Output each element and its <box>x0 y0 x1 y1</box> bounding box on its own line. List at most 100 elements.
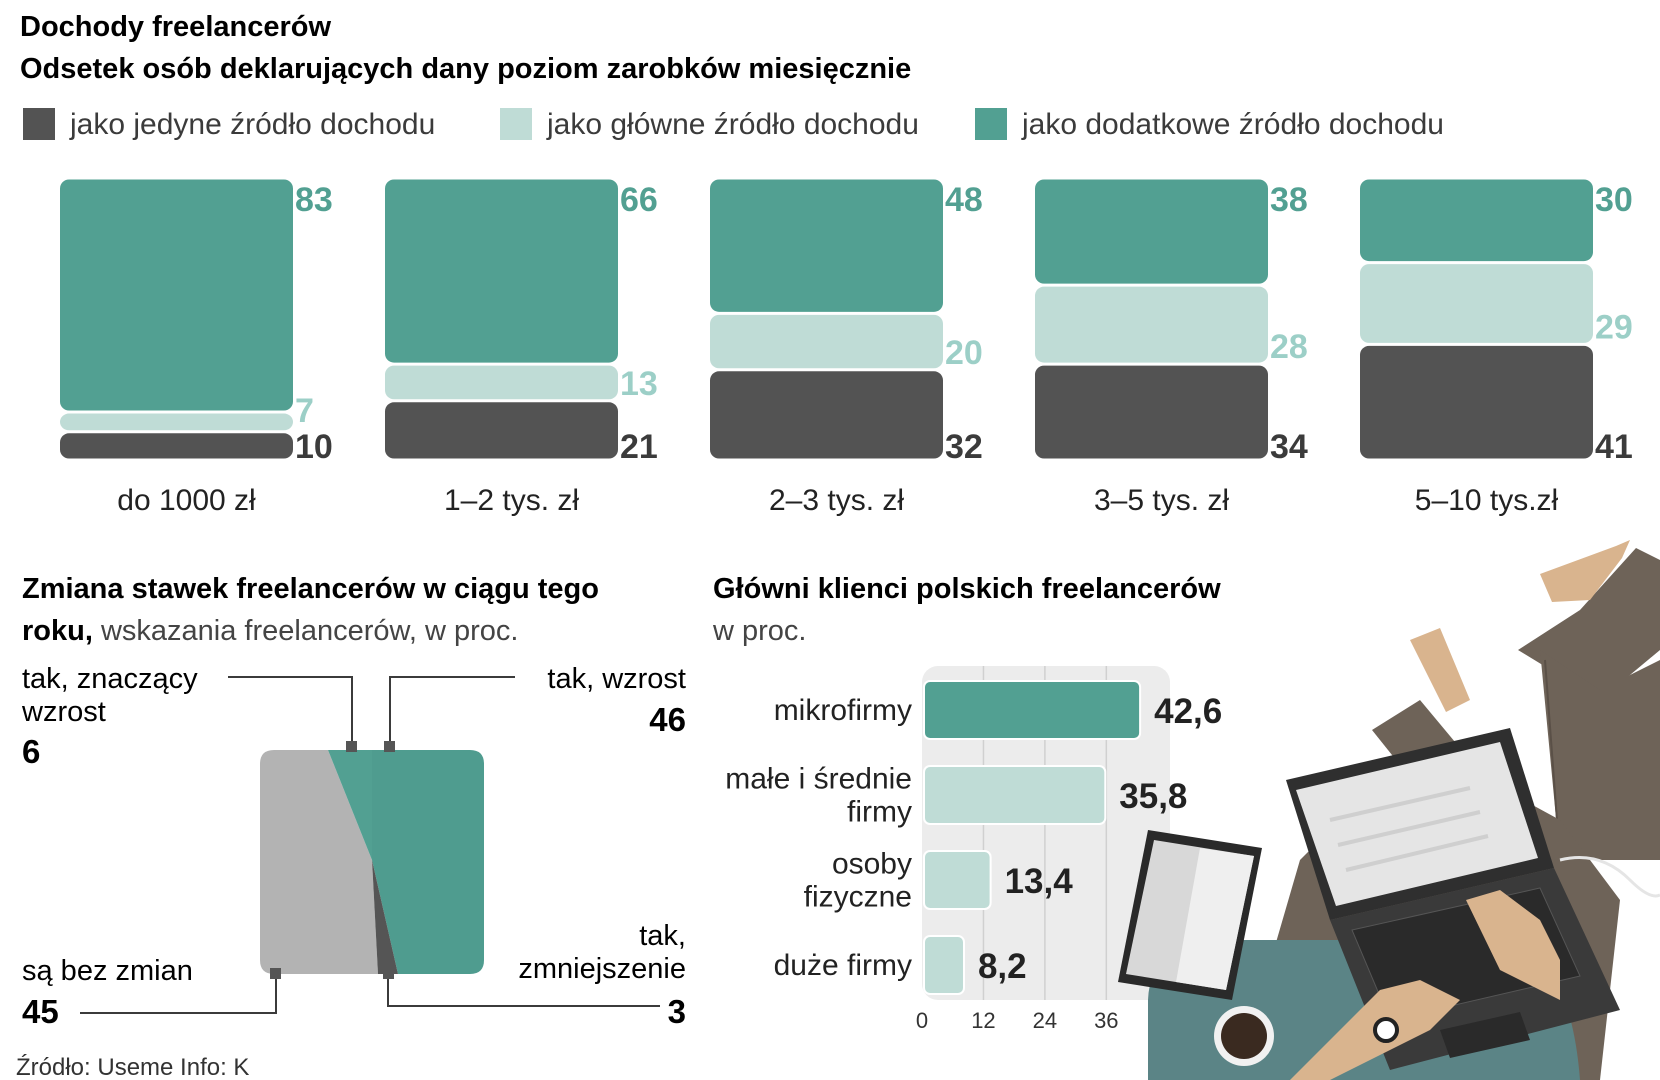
bar-dodatkowe-2 <box>385 179 618 363</box>
client-bar-1 <box>923 680 1142 740</box>
category-label-2: 1–2 tys. zł <box>444 484 579 517</box>
client-value-label-4: 8,2 <box>978 947 1027 986</box>
value-bez-zmian: 45 <box>22 993 59 1030</box>
rate-change-title-line2: roku, wskazania freelancerów, w proc. <box>22 615 518 647</box>
category-label-5: 5–10 tys.zł <box>1415 484 1559 517</box>
leader-znaczacy-wzrost <box>228 676 353 746</box>
marker-wzrost <box>384 741 395 752</box>
coffee-icon <box>1221 1013 1267 1059</box>
legend-label-jedyne: jako jedyne źródło dochodu <box>69 108 435 141</box>
x-tick-label-24: 24 <box>1033 1008 1057 1033</box>
value-label-glowne-2: 13 <box>620 365 658 403</box>
laptop-text-line-icon <box>1337 810 1481 847</box>
leader-wzrost <box>389 676 515 746</box>
tablet-highlight-icon <box>1176 848 1254 990</box>
marker-znaczacy-wzrost <box>346 741 357 752</box>
client-bar-3 <box>923 850 992 910</box>
segment-wzrost <box>372 750 484 974</box>
segment-zmniejszenie <box>372 860 398 974</box>
value-znaczacy-wzrost: 6 <box>22 733 40 770</box>
clients-unit: w proc. <box>712 615 806 647</box>
client-category-label-2-1: małe i średnie <box>725 763 912 796</box>
value-label-jedyne-1: 10 <box>295 428 333 466</box>
x-tick-label-12: 12 <box>971 1008 995 1033</box>
foot-lower-icon <box>1410 628 1470 712</box>
value-label-jedyne-2: 21 <box>620 428 658 466</box>
value-label-glowne-5: 29 <box>1595 308 1633 346</box>
rate-change-title-rest: wskazania freelancerów, w proc. <box>93 615 519 647</box>
hand-right-icon <box>1466 890 1560 1000</box>
client-bar-2 <box>923 765 1107 825</box>
legend-label-glowne: jako główne źródło dochodu <box>546 108 919 141</box>
category-label-4: 3–5 tys. zł <box>1094 484 1229 517</box>
legend: jako jedyne źródło dochodu jako główne ź… <box>23 108 1444 141</box>
client-category-label-1-1: mikrofirmy <box>774 694 912 727</box>
foot-upper-icon <box>1540 540 1630 602</box>
value-label-jedyne-4: 34 <box>1270 428 1308 466</box>
value-label-dodatkowe-2: 66 <box>620 181 658 219</box>
laptop-text-line-icon <box>1329 786 1471 822</box>
cable-icon <box>1559 856 1660 898</box>
bar-jedyne-3 <box>710 371 943 459</box>
client-category-label-3-2: fizyczne <box>804 881 912 914</box>
watch-icon <box>1373 1017 1399 1043</box>
bar-glowne-5 <box>1360 264 1593 343</box>
value-label-dodatkowe-4: 38 <box>1270 181 1308 219</box>
value-zmniejszenie: 3 <box>668 993 686 1030</box>
client-value-label-3: 13,4 <box>1005 862 1074 901</box>
laptop-display-icon <box>1296 742 1538 906</box>
value-label-dodatkowe-1: 83 <box>295 181 333 219</box>
page-subtitle: Odsetek osób deklarujących dany poziom z… <box>20 53 911 85</box>
page-title: Dochody freelancerów <box>20 11 331 43</box>
laptop-text-line-icon <box>1345 834 1489 872</box>
value-wzrost: 46 <box>649 701 686 738</box>
laptop-touchpad-icon <box>1440 1012 1530 1058</box>
client-category-label-2-2: firmy <box>847 796 912 829</box>
leader-zmniejszenie <box>387 974 660 1007</box>
value-label-dodatkowe-3: 48 <box>945 181 983 219</box>
client-value-label-1: 42,6 <box>1154 692 1222 731</box>
rate-change-title-bold2: roku, <box>22 615 93 647</box>
bar-jedyne-4 <box>1035 365 1268 459</box>
legend-label-dodatkowe: jako dodatkowe źródło dochodu <box>1021 108 1444 141</box>
bar-glowne-2 <box>385 365 618 400</box>
freelancer-illustration <box>1118 540 1660 1080</box>
segment-znaczacy-wzrost <box>328 750 372 860</box>
bar-glowne-1 <box>60 413 293 431</box>
bar-jedyne-1 <box>60 433 293 459</box>
label-znaczacy-wzrost-1: tak, znaczący <box>22 663 198 695</box>
x-tick-label-36: 36 <box>1094 1008 1118 1033</box>
bar-dodatkowe-3 <box>710 179 943 312</box>
stacked-bar-chart: 107 83 do 1000 zł 21 13 66 1–2 tys. zł 32 20 48 2–… <box>60 179 1633 517</box>
leg-knee-icon <box>1540 650 1660 860</box>
bar-glowne-3 <box>710 314 943 369</box>
client-value-label-2: 35,8 <box>1119 777 1187 816</box>
leader-bez-zmian <box>80 974 277 1014</box>
value-label-dodatkowe-5: 30 <box>1595 181 1633 219</box>
x-tick-label-0: 0 <box>916 1008 928 1033</box>
value-label-jedyne-3: 32 <box>945 428 983 466</box>
category-label-3: 2–3 tys. zł <box>769 484 904 517</box>
label-bez-zmian: są bez zmian <box>22 955 193 987</box>
client-category-label-4-1: duże firmy <box>774 949 912 982</box>
value-label-glowne-4: 28 <box>1270 328 1308 366</box>
client-bar-4 <box>923 935 965 995</box>
marker-zmniejszenie <box>383 968 394 979</box>
bar-dodatkowe-5 <box>1360 179 1593 262</box>
value-label-glowne-3: 20 <box>945 334 983 372</box>
marker-bez-zmian <box>270 968 281 979</box>
value-label-jedyne-5: 41 <box>1595 428 1633 466</box>
bar-dodatkowe-4 <box>1035 179 1268 284</box>
legend-swatch-glowne <box>500 108 532 140</box>
rate-change-chart: tak, znaczący wzrost 6 tak, wzrost 46 są… <box>21 663 686 1030</box>
rate-change-title-line1: Zmiana stawek freelancerów w ciągu tego <box>22 573 599 605</box>
clients-title: Główni klienci polskich freelancerów <box>713 573 1221 605</box>
segment-bez-zmian <box>260 750 378 974</box>
bar-jedyne-5 <box>1360 345 1593 459</box>
label-znaczacy-wzrost-2: wzrost <box>21 696 106 728</box>
client-category-label-3-1: osoby <box>832 848 912 881</box>
label-zmniejszenie-2: zmniejszenie <box>518 953 686 985</box>
bar-jedyne-2 <box>385 402 618 459</box>
